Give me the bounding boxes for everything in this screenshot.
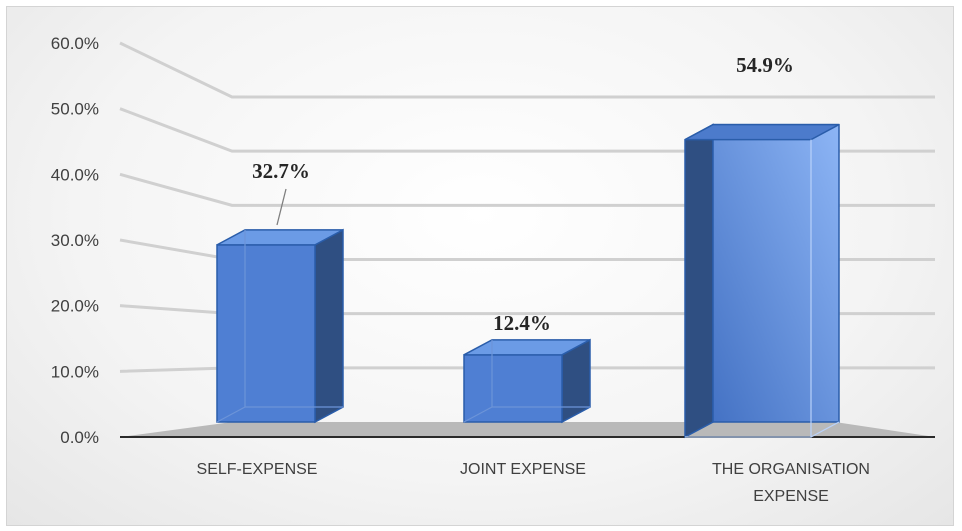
y-axis-tick-label: 60.0% [51, 34, 99, 53]
data-label: 54.9% [736, 53, 794, 77]
x-axis-category-label: THE ORGANISATION [712, 461, 870, 478]
y-axis-tick-label: 40.0% [51, 165, 99, 184]
bar-top-face [684, 123, 840, 141]
bar-top-face [216, 229, 344, 246]
bar-side-face [684, 123, 714, 439]
bar-top-face [463, 339, 591, 356]
bar-inner-edge [810, 421, 840, 438]
data-label: 32.7% [252, 159, 310, 183]
x-axis-category-label: JOINT EXPENSE [460, 461, 586, 478]
y-axis-tick-label: 30.0% [51, 231, 99, 250]
bar-inner-edge [463, 406, 493, 423]
y-axis-tick-label: 10.0% [51, 362, 99, 381]
chart-floor [120, 422, 935, 437]
x-axis-category-label: EXPENSE [753, 488, 829, 505]
bar-front-face [712, 123, 840, 423]
bar-front-face [463, 354, 563, 423]
bar-2 [463, 338, 591, 424]
bar-1 [216, 228, 344, 424]
bar-front-face [216, 244, 316, 423]
y-axis-tick-label: 50.0% [51, 100, 99, 119]
bar-3 [684, 123, 840, 439]
data-label: 12.4% [493, 311, 551, 335]
gridline [119, 41, 935, 99]
y-axis-tick-label: 0.0% [60, 428, 99, 447]
x-axis-category-label: SELF-EXPENSE [197, 461, 318, 478]
bar-side-face [314, 228, 344, 424]
data-label-leader-line [276, 188, 287, 226]
bar-inner-edge [216, 406, 246, 423]
y-axis-tick-label: 20.0% [51, 297, 99, 316]
